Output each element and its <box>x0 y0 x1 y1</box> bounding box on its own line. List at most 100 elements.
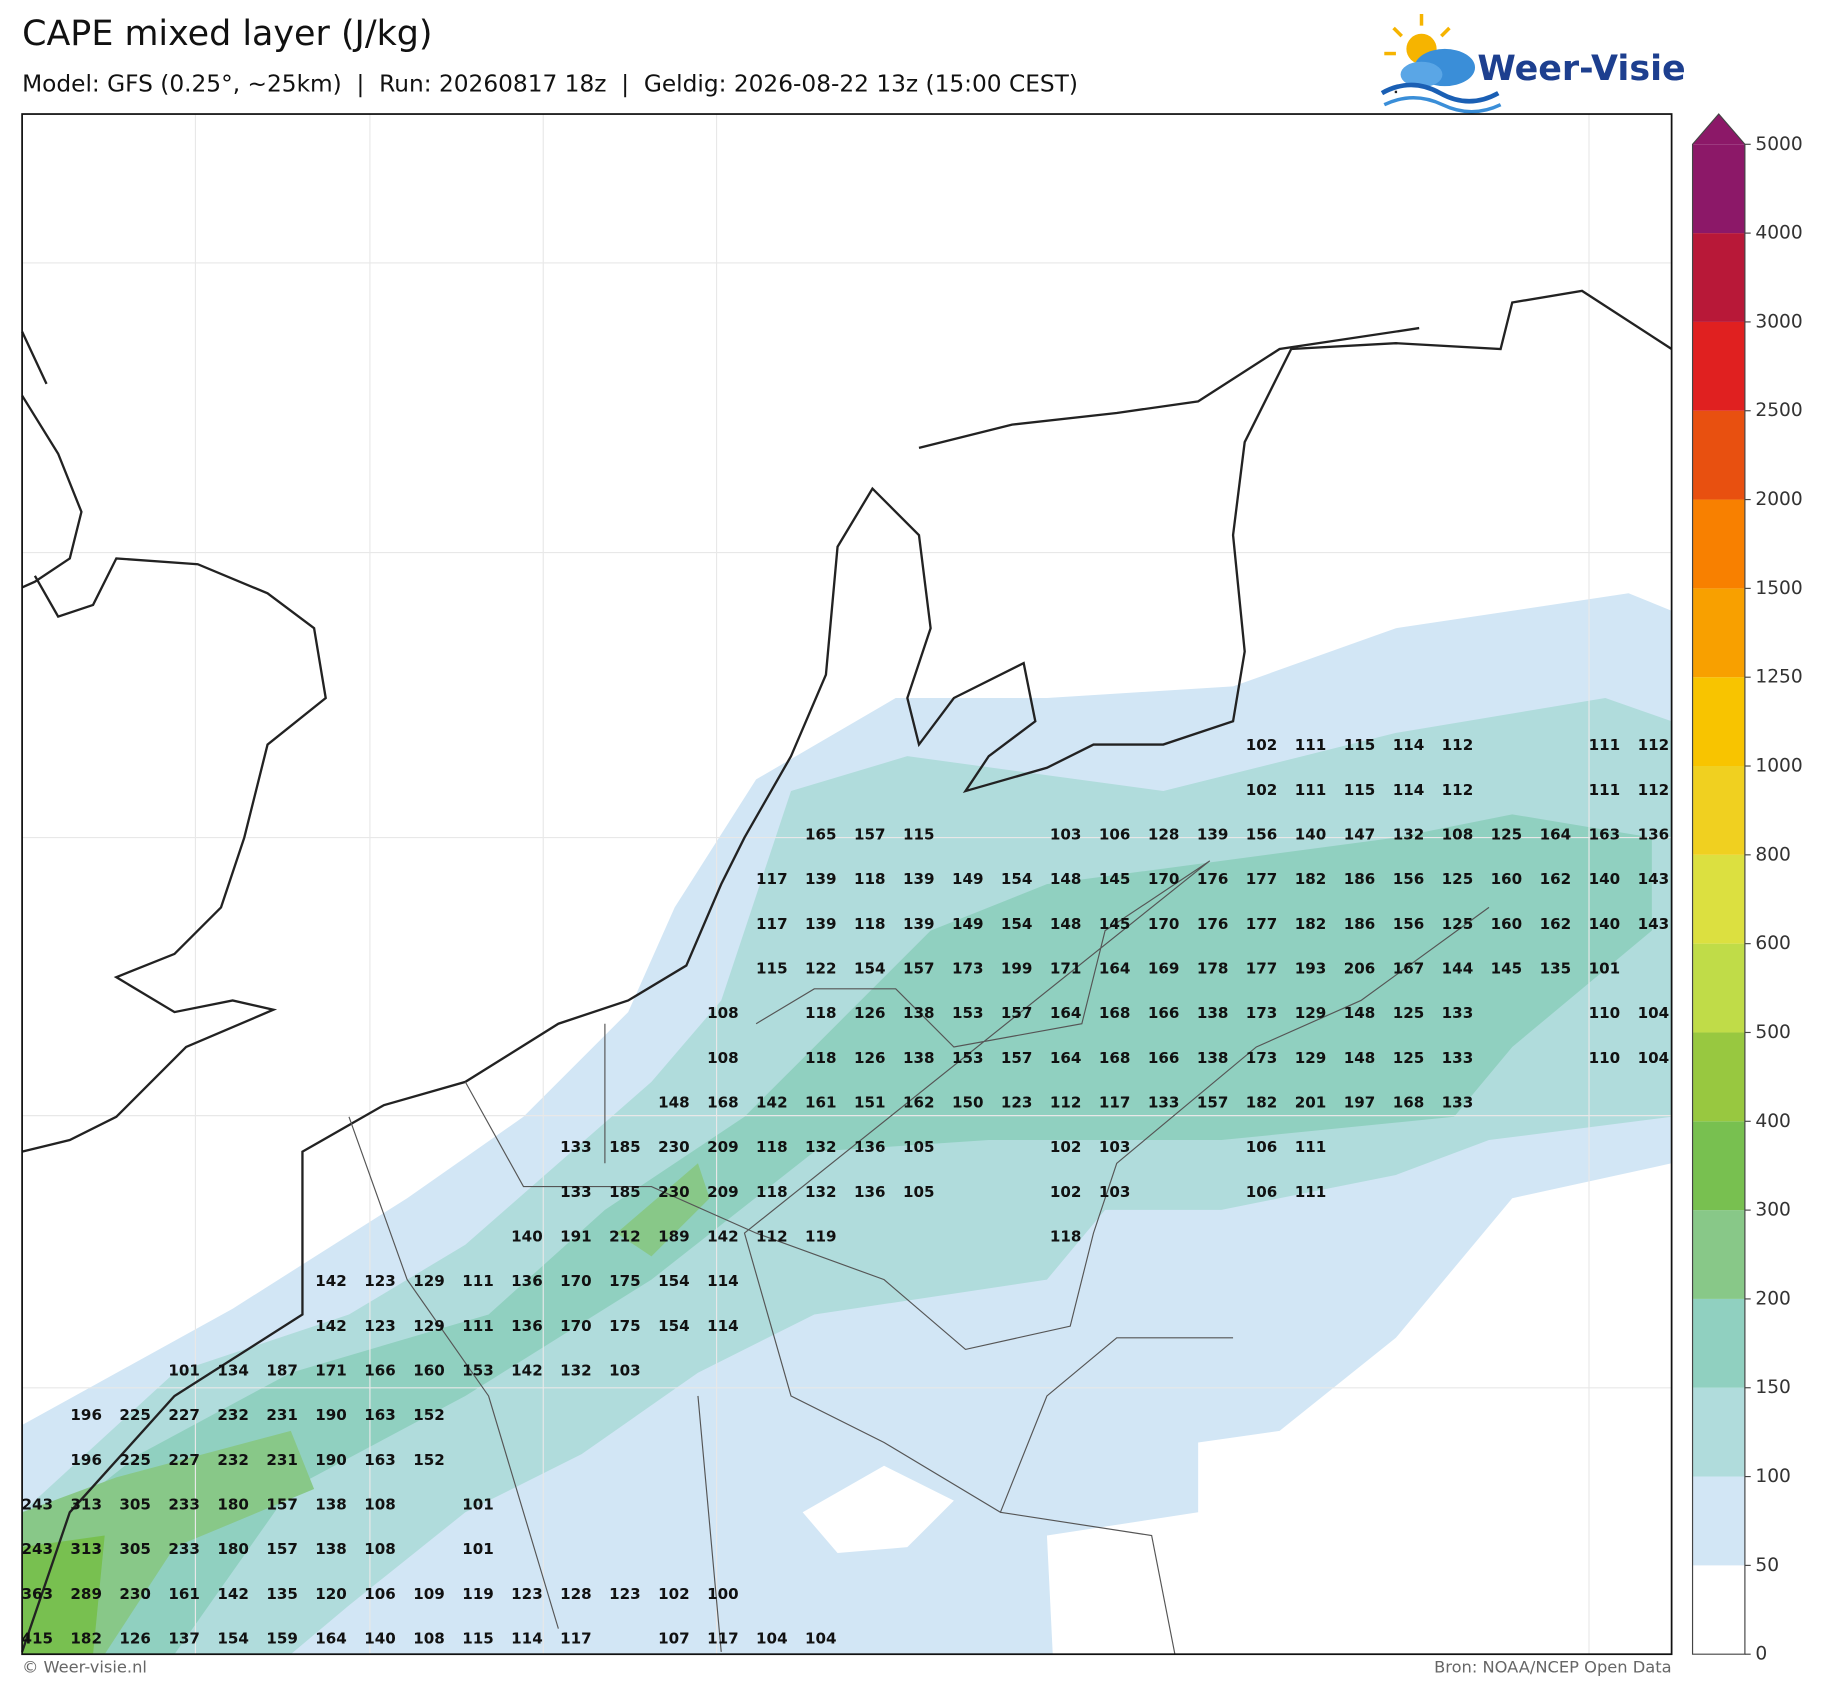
value-label: 114 <box>1393 781 1425 799</box>
value-label: 153 <box>952 1004 984 1022</box>
value-label: 108 <box>707 1049 739 1067</box>
footer-right: Bron: NOAA/NCEP Open Data <box>1434 1658 1672 1677</box>
value-label: 103 <box>1099 1138 1131 1156</box>
value-label: 119 <box>462 1585 494 1603</box>
value-label: 107 <box>658 1630 690 1648</box>
value-label: 137 <box>168 1630 200 1648</box>
value-label: 139 <box>903 915 935 933</box>
value-label: 154 <box>658 1317 690 1335</box>
value-label: 139 <box>903 870 935 888</box>
value-label: 106 <box>1099 826 1131 844</box>
value-label: 101 <box>168 1362 200 1380</box>
value-label: 199 <box>1001 960 1033 978</box>
colorbar-tick-label: 0 <box>1755 1644 1767 1665</box>
value-label: 132 <box>805 1138 837 1156</box>
value-label: 164 <box>1099 960 1131 978</box>
value-label: 111 <box>1295 1183 1327 1201</box>
value-label: 101 <box>462 1496 494 1514</box>
value-label: 104 <box>1638 1049 1670 1067</box>
value-label: 136 <box>854 1183 886 1201</box>
value-label: 115 <box>462 1630 494 1648</box>
value-label: 140 <box>511 1228 543 1246</box>
value-label: 190 <box>315 1451 347 1469</box>
value-label: 163 <box>1589 826 1621 844</box>
value-label: 182 <box>70 1630 102 1648</box>
value-label: 125 <box>1442 870 1474 888</box>
value-label: 162 <box>1540 915 1572 933</box>
value-label: 112 <box>1638 736 1670 754</box>
value-label: 225 <box>119 1406 151 1424</box>
value-label: 160 <box>1491 870 1523 888</box>
colorbar-segment <box>1692 1032 1745 1122</box>
value-label: 230 <box>119 1585 151 1603</box>
colorbar-tick-label: 800 <box>1755 844 1791 865</box>
value-label: 164 <box>1050 1004 1082 1022</box>
value-label: 149 <box>952 915 984 933</box>
value-label: 170 <box>560 1317 592 1335</box>
value-label: 142 <box>217 1585 249 1603</box>
value-label: 173 <box>1246 1004 1278 1022</box>
colorbar-segment <box>1692 321 1745 411</box>
value-label: 115 <box>1344 736 1376 754</box>
value-label: 185 <box>609 1183 641 1201</box>
value-label: 136 <box>854 1138 886 1156</box>
value-label: 175 <box>609 1272 641 1290</box>
value-label: 177 <box>1246 915 1278 933</box>
value-label: 180 <box>217 1540 249 1558</box>
value-label: 111 <box>462 1272 494 1290</box>
value-label: 157 <box>1001 1049 1033 1067</box>
value-label: 128 <box>560 1585 592 1603</box>
value-label: 104 <box>805 1630 837 1648</box>
value-label: 129 <box>413 1272 445 1290</box>
colorbar-tick-label: 600 <box>1755 933 1791 954</box>
colorbar-tick-label: 500 <box>1755 1022 1791 1043</box>
value-label: 109 <box>413 1585 445 1603</box>
value-label: 148 <box>658 1094 690 1112</box>
colorbar-segment <box>1692 233 1745 322</box>
value-label: 157 <box>266 1496 298 1514</box>
value-label: 118 <box>854 870 886 888</box>
value-label: 170 <box>1148 870 1180 888</box>
value-label: 138 <box>1197 1004 1229 1022</box>
colorbar: 0 50 100 150 200 300 400 500 600 800 1000 1250 1500 2… <box>1691 113 1803 1665</box>
value-label: 135 <box>266 1585 298 1603</box>
value-label: 138 <box>1197 1049 1229 1067</box>
value-label: 139 <box>805 870 837 888</box>
value-label: 110 <box>1589 1049 1621 1067</box>
value-label: 163 <box>364 1406 396 1424</box>
value-label: 114 <box>511 1630 543 1648</box>
colorbar-tick-label: 100 <box>1755 1466 1791 1487</box>
value-label: 108 <box>364 1540 396 1558</box>
value-label: 123 <box>364 1272 396 1290</box>
value-label: 176 <box>1197 870 1229 888</box>
value-label: 133 <box>1442 1004 1474 1022</box>
value-label: 115 <box>903 826 935 844</box>
value-label: 209 <box>707 1183 739 1201</box>
value-label: 103 <box>1099 1183 1131 1201</box>
value-label: 111 <box>1295 736 1327 754</box>
value-label: 243 <box>21 1540 53 1558</box>
value-label: 123 <box>609 1585 641 1603</box>
value-label: 136 <box>511 1317 543 1335</box>
value-label: 193 <box>1295 960 1327 978</box>
colorbar-tick-label: 4000 <box>1755 223 1802 244</box>
value-label: 166 <box>1148 1049 1180 1067</box>
colorbar-tick-label: 400 <box>1755 1111 1791 1132</box>
value-label: 120 <box>315 1585 347 1603</box>
value-label: 169 <box>1148 960 1180 978</box>
value-label: 106 <box>1246 1138 1278 1156</box>
value-label: 168 <box>1099 1004 1131 1022</box>
value-label: 148 <box>1344 1004 1376 1022</box>
colorbar-tick-label: 2000 <box>1755 489 1802 510</box>
value-label: 177 <box>1246 870 1278 888</box>
value-label: 165 <box>805 826 837 844</box>
value-label: 128 <box>1148 826 1180 844</box>
value-label: 142 <box>315 1272 347 1290</box>
value-label: 101 <box>1589 960 1621 978</box>
value-label: 108 <box>413 1630 445 1648</box>
value-label: 123 <box>1001 1094 1033 1112</box>
value-label: 154 <box>658 1272 690 1290</box>
value-label: 186 <box>1344 870 1376 888</box>
colorbar-segment <box>1692 1298 1745 1388</box>
